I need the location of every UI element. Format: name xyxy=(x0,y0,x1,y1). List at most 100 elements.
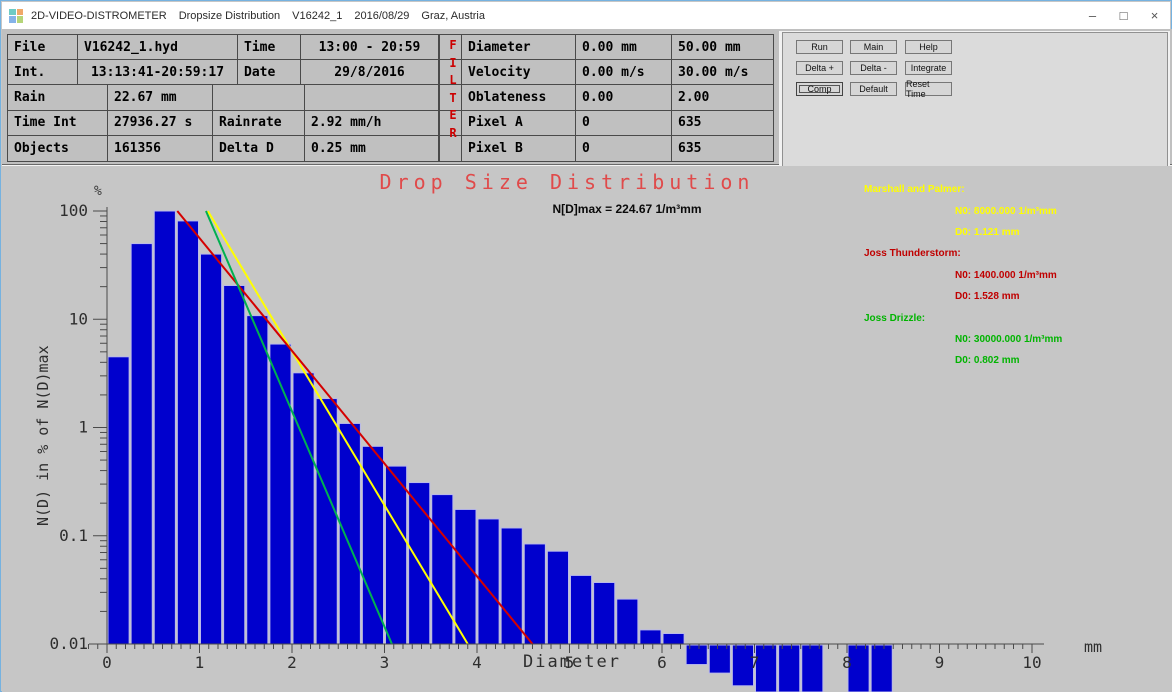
oblateness-max-value: 2.00 xyxy=(678,89,710,105)
x-tick-label: 10 xyxy=(1022,653,1041,672)
reset-time-button[interactable]: Reset Time xyxy=(905,79,952,99)
window-title: 2D-VIDEO-DISTROMETER Dropsize Distributi… xyxy=(31,10,485,22)
diameter-min-value: 0.00 mm xyxy=(576,35,672,60)
x-tick-label: 6 xyxy=(657,653,667,672)
histogram-bar xyxy=(200,253,223,645)
y-tick-label: 100 xyxy=(59,201,88,220)
oblateness-filter-label: Oblateness xyxy=(462,85,576,110)
table-row: Diameter 0.00 mm 50.00 mm xyxy=(440,35,773,61)
close-icon[interactable]: × xyxy=(1150,8,1159,23)
x-tick-label: 4 xyxy=(472,653,482,672)
comp-button[interactable]: Comp xyxy=(796,82,843,96)
button-panel: Run Main Help Delta + Delta - Integrate … xyxy=(782,32,1168,190)
title-file-id: V16242_1 xyxy=(292,9,343,22)
y-tick-label: 0.1 xyxy=(59,526,88,545)
histogram-bar xyxy=(685,644,708,666)
rainrate-label: Rainrate xyxy=(213,110,305,135)
x-axis-label: Diameter xyxy=(523,652,621,672)
empty-cell xyxy=(305,85,438,109)
filter-strip-cell xyxy=(440,35,462,60)
y-tick-label: 1 xyxy=(78,418,88,437)
legend-d0: D0: 1.528 mm xyxy=(955,291,1020,303)
app-icon xyxy=(9,8,23,23)
time-int-value: 27936.27 s xyxy=(108,110,213,135)
filter-strip-cell xyxy=(440,85,462,110)
histogram-bar xyxy=(246,315,269,645)
file-label: File xyxy=(8,35,78,60)
default-button[interactable]: Default xyxy=(850,82,897,96)
objects-label: Objects xyxy=(8,135,108,161)
histogram-bar xyxy=(385,465,408,645)
date-label: Date xyxy=(238,60,301,85)
main-button[interactable]: Main xyxy=(850,40,897,54)
help-button[interactable]: Help xyxy=(905,40,952,54)
histogram-bar xyxy=(593,581,616,645)
histogram-bar xyxy=(708,644,731,674)
filter-strip-cell xyxy=(440,110,462,135)
x-tick-label: 2 xyxy=(287,653,297,672)
objects-value: 161356 xyxy=(108,135,213,161)
filter-strip-cell xyxy=(440,60,462,85)
histogram-bar xyxy=(639,629,662,645)
table-row: Rain 22.67 mm xyxy=(8,85,438,111)
histogram-bar xyxy=(153,210,176,645)
rain-value: 22.67 mm xyxy=(108,85,213,110)
legend-title: Joss Drizzle: xyxy=(864,312,926,324)
legend-title: Joss Thunderstorm: xyxy=(864,248,961,260)
histogram-bar xyxy=(176,220,199,645)
rainrate-value: 2.92 mm/h xyxy=(311,115,382,131)
diameter-max-value: 50.00 mm xyxy=(678,39,741,55)
histogram-bar xyxy=(454,508,477,645)
header-panel: File V16242_1.hyd Time 13:00 - 20:59 Int… xyxy=(2,29,1172,192)
minimize-icon[interactable]: – xyxy=(1088,8,1097,23)
histogram-bar xyxy=(778,644,801,692)
pixel-b-max-value: 635 xyxy=(678,140,702,156)
y-tick-label: 10 xyxy=(69,309,88,328)
pixel-a-filter-label: Pixel A xyxy=(462,110,576,135)
histogram-bar xyxy=(616,598,639,645)
velocity-min-value: 0.00 m/s xyxy=(576,60,672,85)
delta-d-value: 0.25 mm xyxy=(311,140,366,156)
title-location: Graz, Austria xyxy=(421,9,485,22)
pixel-b-filter-label: Pixel B xyxy=(462,135,576,161)
delta-plus-button[interactable]: Delta + xyxy=(796,61,843,75)
x-tick-label: 9 xyxy=(935,653,945,672)
histogram-bar xyxy=(223,285,246,645)
histogram-bar xyxy=(755,644,778,692)
y-axis-unit-label: % xyxy=(94,184,102,199)
histogram-bar xyxy=(431,494,454,645)
histogram-bar xyxy=(338,422,361,645)
legend-n0: N0: 8000.000 1/m³mm xyxy=(955,205,1057,217)
title-view-name: Dropsize Distribution xyxy=(178,9,281,22)
run-button[interactable]: Run xyxy=(796,40,843,54)
model-line-marshall-and-palmer xyxy=(206,210,469,645)
chart-section: Drop Size Distribution N[D]max = 224.67 … xyxy=(2,166,1172,692)
filter-table: Diameter 0.00 mm 50.00 mm Velocity 0.00 … xyxy=(439,34,774,162)
interval-label: Int. xyxy=(8,60,78,85)
interval-value: 13:13:41-20:59:17 xyxy=(78,60,238,85)
model-legend: Marshall and Palmer: N0: 8000.000 1/m³mm D… xyxy=(864,179,1062,372)
legend-n0: N0: 30000.000 1/m³mm xyxy=(955,333,1063,345)
table-row: File V16242_1.hyd Time 13:00 - 20:59 xyxy=(8,35,438,61)
histogram-bar xyxy=(361,445,384,645)
y-axis-label: N(D) in % of N(D)max xyxy=(34,345,52,527)
table-row: Pixel B 0 635 xyxy=(440,135,773,161)
diameter-filter-label: Diameter xyxy=(462,35,576,60)
dsd-histogram-chart: 100 10 1 0.1 0.01 0 1 2 3 4 5 6 7 8 9 10 xyxy=(49,201,1044,692)
histogram-bar xyxy=(731,644,754,687)
x-tick-label: 1 xyxy=(195,653,205,672)
delta-minus-button[interactable]: Delta - xyxy=(850,61,897,75)
table-row: Pixel A 0 635 xyxy=(440,110,773,136)
histogram-bar xyxy=(546,550,569,645)
histogram-bar xyxy=(847,644,870,692)
integrate-button[interactable]: Integrate xyxy=(905,61,952,75)
histogram-bar xyxy=(107,356,130,645)
chart-title: Drop Size Distribution xyxy=(379,170,755,194)
measurement-info-table: File V16242_1.hyd Time 13:00 - 20:59 Int… xyxy=(7,34,439,162)
x-tick-label: 7 xyxy=(750,653,760,672)
toolbar-zone: Run Main Help Delta + Delta - Integrate … xyxy=(779,31,1170,192)
oblateness-min-value: 0.00 xyxy=(576,85,672,110)
legend-d0: D0: 1.121 mm xyxy=(955,226,1020,238)
maximize-icon[interactable]: □ xyxy=(1119,8,1128,23)
